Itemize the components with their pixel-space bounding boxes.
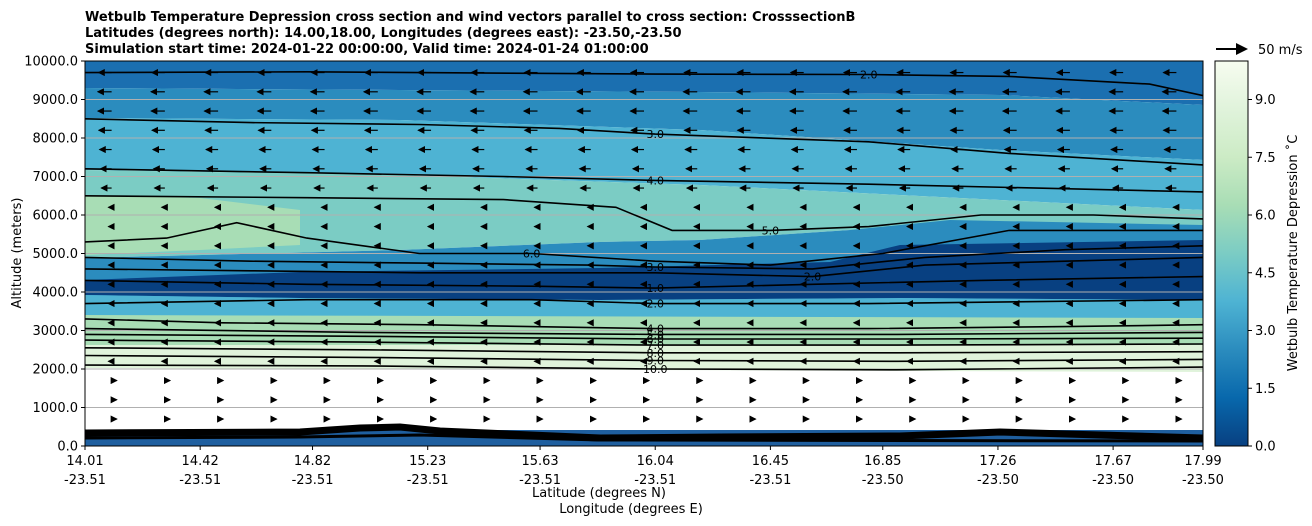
x-tick-lat-9: 17.67: [1095, 454, 1132, 469]
contour-line-11: [85, 333, 1203, 340]
x-axis-label-secondary: Longitude (degrees E): [559, 502, 703, 517]
chart-title-line-2: Latitudes (degrees north): 14.00,18.00, …: [85, 26, 682, 41]
x-tick-lon-0: -23.51: [64, 473, 106, 488]
surface-contour-thick: [85, 423, 1203, 442]
colorbar-tick-label-3: 4.5: [1255, 266, 1276, 281]
x-tick-lon-7: -23.50: [862, 473, 904, 488]
y-tick-label-8: 8000.0: [33, 132, 79, 147]
x-tick-lat-6: 16.45: [752, 454, 789, 469]
surface-contour-thin: [85, 433, 1203, 443]
colorbar-ticks: 0.0 1.5 3.0 4.5 6.0 7.5 9.0: [1248, 93, 1276, 455]
contour-label-6: 2.0: [804, 271, 822, 284]
chart-title-line-3: Simulation start time: 2024-01-22 00:00:…: [85, 42, 649, 57]
contour-line-8: [85, 298, 1203, 305]
colorbar-tick-label-2: 3.0: [1255, 324, 1276, 339]
plot-area: 2.03.04.05.06.03.02.01.02.04.05.06.07.08…: [85, 61, 1203, 446]
x-tick-lon-10: -23.50: [1182, 473, 1224, 488]
y-tick-label-3: 3000.0: [33, 324, 79, 339]
x-tick-lon-9: -23.50: [1092, 473, 1134, 488]
colorbar-tick-label-0: 0.0: [1255, 440, 1276, 455]
contour-line-3: [85, 195, 1203, 232]
x-tick-lat-2: 14.82: [294, 454, 331, 469]
x-tick-lat-10: 17.99: [1184, 454, 1221, 469]
contour-line-6: [85, 256, 1203, 278]
y-tick-label-0: 0.0: [57, 440, 78, 455]
contour-line-15: [85, 364, 1203, 371]
colorbar-tick-label-6: 9.0: [1255, 93, 1276, 108]
x-tick-lat-7: 16.85: [864, 454, 901, 469]
contour-label-14: 9.0: [646, 355, 664, 368]
y-tick-label-1: 1000.0: [33, 401, 79, 416]
band-lower-blue: [85, 295, 1203, 320]
x-tick-lat-1: 14.42: [182, 454, 219, 469]
contour-label-10: 5.0: [646, 328, 664, 341]
contour-label-8: 2.0: [646, 298, 664, 311]
quiver-key: 50 m/s: [1216, 43, 1303, 58]
y-tick-label-7: 7000.0: [33, 170, 79, 185]
contour-label-15: 10.0: [643, 363, 668, 376]
x-tick-lat-4: 15.63: [521, 454, 558, 469]
contour-label-4: 6.0: [523, 248, 541, 261]
colorbar-label: Wetbulb Temperature Depression ˚C: [1285, 135, 1301, 372]
x-tick-lon-8: -23.50: [977, 473, 1019, 488]
contour-line-0: [85, 70, 1203, 97]
x-tick-lat-0: 14.01: [66, 454, 103, 469]
y-tick-label-4: 4000.0: [33, 286, 79, 301]
x-tick-lat-3: 15.23: [409, 454, 446, 469]
contour-label-12: 7.0: [646, 339, 664, 352]
x-tick-lon-6: -23.51: [749, 473, 791, 488]
x-tick-lon-2: -23.51: [292, 473, 334, 488]
x-axis-ticks: 14.01 -23.51 14.42 -23.51 14.82 -23.51 15.23 -2…: [64, 446, 1224, 488]
y-tick-label-6: 6000.0: [33, 209, 79, 224]
contour-lines: 2.03.04.05.06.03.02.01.02.04.05.06.07.08…: [85, 68, 1203, 376]
y-axis-label: Altitude (meters): [10, 198, 25, 309]
contour-line-13: [85, 347, 1203, 354]
x-tick-lon-3: -23.51: [407, 473, 449, 488]
surface-contours: [85, 423, 1203, 443]
y-tick-label-2: 2000.0: [33, 363, 79, 378]
x-axis-label: Latitude (degrees N): [532, 486, 666, 501]
contour-label-3: 5.0: [762, 224, 780, 237]
colorbar-tick-label-1: 1.5: [1255, 382, 1276, 397]
contour-line-2: [85, 168, 1203, 193]
contour-line-1: [85, 118, 1203, 166]
x-tick-lon-4: -23.51: [519, 473, 561, 488]
contour-line-4: [85, 221, 1203, 266]
quiver-key-label: 50 m/s: [1258, 43, 1303, 58]
contour-line-14: [85, 354, 1203, 363]
contour-line-9: [85, 318, 1203, 330]
contour-label-0: 2.0: [860, 68, 878, 81]
y-axis-ticks: 0.0 1000.0 2000.0 3000.0 4000.0 5000.0 6000.0 7…: [24, 55, 85, 455]
x-tick-lon-1: -23.51: [179, 473, 221, 488]
contour-label-5: 3.0: [646, 261, 664, 274]
chart-title-line-1: Wetbulb Temperature Depression cross sec…: [85, 10, 855, 25]
contour-label-2: 4.0: [646, 174, 664, 187]
contour-line-7: [85, 275, 1203, 289]
colorbar-tick-label-5: 7.5: [1255, 151, 1276, 166]
colorbar-gradient: [1214, 60, 1249, 447]
colorbar-tick-label-4: 6.0: [1255, 209, 1276, 224]
contour-label-1: 3.0: [646, 128, 664, 141]
contour-line-10: [85, 327, 1203, 336]
y-tick-label-5: 5000.0: [33, 247, 79, 262]
contour-label-7: 1.0: [646, 282, 664, 295]
colorbar: 0.0 1.5 3.0 4.5 6.0 7.5 9.0 Wetbulb Temperatur…: [1214, 60, 1301, 455]
contour-label-11: 6.0: [646, 333, 664, 346]
x-tick-lon-5: -23.51: [634, 473, 676, 488]
y-tick-label-10: 10000.0: [24, 55, 78, 70]
y-tick-label-9: 9000.0: [33, 93, 79, 108]
contour-line-5: [85, 245, 1203, 270]
band-mid-teal: [85, 170, 1203, 258]
band-upper-mid: [85, 88, 1203, 160]
contour-label-9: 4.0: [646, 323, 664, 336]
band-upper-light: [85, 118, 1203, 210]
x-tick-lat-8: 17.26: [979, 454, 1016, 469]
wind-vectors: [96, 68, 1183, 423]
x-tick-lat-5: 16.04: [637, 454, 674, 469]
contour-label-13: 8.0: [646, 347, 664, 360]
